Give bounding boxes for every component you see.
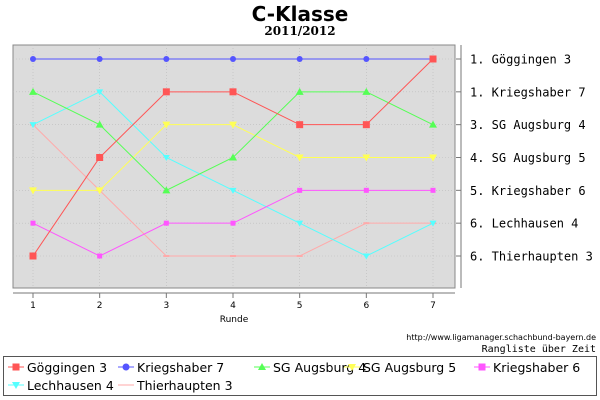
data-point	[95, 187, 104, 195]
data-point	[230, 56, 236, 62]
chart-title: C-Klasse	[251, 2, 349, 26]
x-tick-label: 4	[230, 301, 236, 311]
legend-label: Göggingen 3	[27, 359, 108, 375]
data-point	[362, 121, 370, 129]
legend-swatch-icon	[118, 384, 134, 386]
x-tick-label: 3	[163, 301, 169, 311]
data-point	[362, 253, 370, 260]
data-point	[162, 186, 171, 194]
data-point	[29, 122, 37, 129]
data-point	[29, 187, 37, 195]
data-point	[363, 187, 369, 193]
rank-chart: 1 2 3 4 5 6 7 Runde 1. Göggingen 3 1. Kriegshaber…	[12, 44, 593, 325]
x-tick-label: 7	[430, 301, 436, 311]
legend-item: SG Augsburg 4	[254, 358, 366, 376]
data-point	[229, 153, 237, 161]
data-point	[363, 56, 370, 62]
data-point	[230, 255, 236, 257]
data-point	[296, 56, 303, 62]
data-point	[295, 87, 304, 95]
x-tick-label: 6	[363, 301, 369, 311]
right-axis-label: 5. Kriegshaber 6	[470, 184, 586, 198]
chart-caption: Rangliste über Zeit	[481, 344, 596, 355]
data-point	[363, 222, 370, 225]
right-axis-label: 3. SG Augsburg 4	[470, 118, 586, 132]
right-axis-label: 1. Göggingen 3	[470, 53, 571, 67]
data-point	[430, 187, 436, 193]
x-tick-label: 1	[30, 301, 36, 311]
legend-swatch-icon	[474, 363, 490, 371]
right-axis-label: 1. Kriegshaber 7	[470, 85, 586, 99]
chart-legend: Göggingen 3 Kriegshaber 7 SG Augsburg 4 SG …	[3, 356, 597, 396]
x-tick-label: 5	[297, 301, 303, 311]
data-point	[229, 88, 237, 96]
data-point	[163, 220, 169, 226]
data-point	[429, 220, 437, 227]
source-url: http://www.ligamanager.schachbund-bayern…	[406, 333, 596, 342]
legend-item: Göggingen 3	[8, 358, 107, 376]
data-point	[296, 220, 304, 227]
data-point	[296, 255, 303, 257]
data-point	[95, 120, 104, 128]
data-point	[229, 187, 237, 194]
data-point	[429, 55, 437, 63]
data-point	[295, 154, 304, 162]
data-point	[297, 187, 303, 193]
data-point	[96, 56, 103, 62]
legend-item: Thierhaupten 3	[118, 376, 233, 394]
legend-swatch-icon	[8, 382, 24, 389]
legend-swatch-icon	[8, 363, 24, 371]
x-axis-label: Runde	[220, 315, 249, 325]
data-point	[30, 220, 36, 226]
right-axis-label: 4. SG Augsburg 5	[470, 151, 586, 165]
x-tick-label: 2	[97, 301, 103, 311]
right-axis-label: 6. Thierhaupten 3	[470, 250, 593, 264]
data-point	[230, 220, 236, 226]
chart-subtitle: 2011/2012	[264, 24, 336, 38]
legend-item: Kriegshaber 7	[118, 358, 224, 376]
data-point	[296, 121, 304, 129]
data-point	[362, 154, 371, 162]
legend-swatch-icon	[254, 363, 270, 370]
data-point	[96, 154, 104, 161]
data-point	[96, 89, 104, 96]
legend-item: SG Augsburg 5	[344, 358, 456, 376]
legend-label: Kriegshaber 6	[493, 359, 581, 375]
data-point	[163, 255, 170, 257]
legend-swatch-icon	[118, 363, 134, 371]
data-point	[97, 253, 103, 259]
legend-label: SG Augsburg 4	[273, 359, 367, 375]
data-point	[429, 154, 437, 162]
legend-swatch-icon	[344, 364, 360, 371]
data-point	[163, 56, 170, 62]
data-point	[30, 56, 36, 62]
data-point	[229, 121, 237, 129]
legend-item: Lechhausen 4	[8, 376, 114, 394]
data-point	[162, 155, 170, 161]
legend-label: SG Augsburg 5	[363, 359, 457, 375]
plot-area	[12, 44, 456, 289]
data-point	[429, 120, 437, 128]
legend-label: Lechhausen 4	[27, 377, 114, 393]
right-axis-label: 6. Lechhausen 4	[470, 217, 578, 231]
data-point	[162, 88, 170, 96]
legend-item: Kriegshaber 6	[474, 358, 580, 376]
data-point	[362, 87, 371, 95]
data-point	[29, 87, 37, 95]
data-point	[162, 121, 171, 129]
legend-label: Kriegshaber 7	[137, 359, 225, 375]
data-point	[29, 252, 37, 260]
legend-label: Thierhaupten 3	[137, 377, 233, 393]
